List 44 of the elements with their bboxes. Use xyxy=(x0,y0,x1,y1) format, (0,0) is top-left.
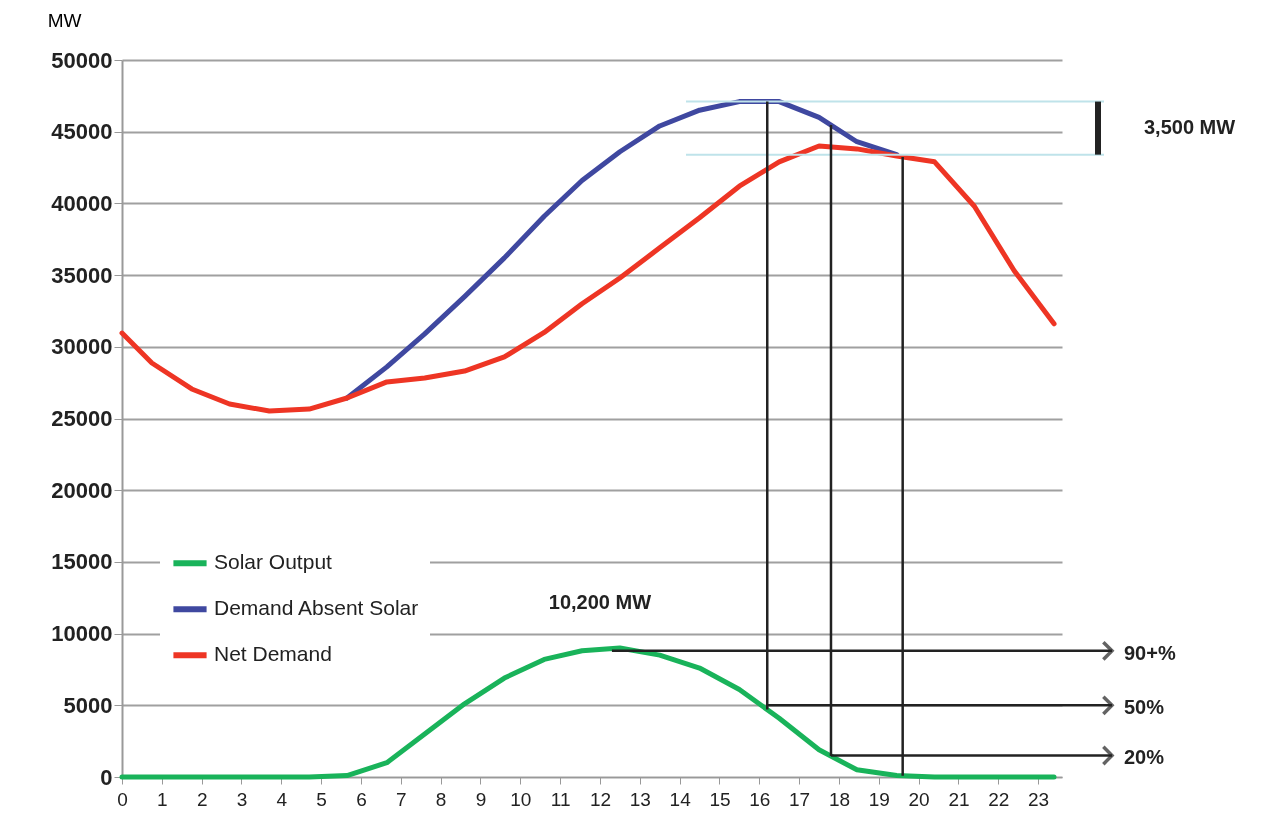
y-tick-label: 40000 xyxy=(51,190,113,216)
x-tick-label: 0 xyxy=(117,788,128,810)
x-tick-label: 1 xyxy=(157,788,168,810)
x-tick-label: 2 xyxy=(196,788,208,810)
x-tick-label: 15 xyxy=(709,788,731,810)
x-tick-label: 19 xyxy=(868,788,890,810)
x-tick-label: 16 xyxy=(749,788,771,810)
annotation: 20% xyxy=(1124,746,1165,769)
x-tick-label: 13 xyxy=(629,788,651,810)
y-tick-label: 15000 xyxy=(51,549,113,575)
annotation: 10,200 MW xyxy=(548,590,652,613)
y-tick-label: 0 xyxy=(100,764,113,790)
x-tick-label: 11 xyxy=(550,788,571,810)
y-tick-label: 50000 xyxy=(51,47,113,73)
x-tick-label: 6 xyxy=(356,788,367,810)
legend-label: Solar Output xyxy=(214,550,333,574)
ref-line-label: 3,500 MW xyxy=(1144,116,1236,139)
x-tick-label: 9 xyxy=(475,788,487,810)
y-tick-label: 10000 xyxy=(51,621,113,647)
x-tick-label: 21 xyxy=(948,788,970,810)
y-tick-label: 35000 xyxy=(51,262,113,288)
legend-label: Net Demand xyxy=(214,642,332,666)
annotation: 50% xyxy=(1124,696,1165,719)
x-tick-label: 23 xyxy=(1028,788,1050,810)
x-tick-label: 8 xyxy=(435,788,447,810)
annotation: 90+% xyxy=(1124,641,1176,664)
y-tick-label: 20000 xyxy=(51,477,113,503)
x-tick-label: 18 xyxy=(828,788,851,810)
x-tick-label: 5 xyxy=(316,788,327,810)
y-tick-label: 45000 xyxy=(51,119,113,145)
x-tick-label: 20 xyxy=(908,788,930,810)
y-tick-label: 25000 xyxy=(51,406,113,431)
x-tick-label: 4 xyxy=(276,788,288,810)
legend-label: Demand Absent Solar xyxy=(214,596,419,620)
x-tick-label: 14 xyxy=(669,788,692,810)
y-tick-label: 5000 xyxy=(63,692,113,718)
x-tick-label: 22 xyxy=(988,788,1010,810)
x-tick-label: 17 xyxy=(789,788,811,810)
x-tick-label: 7 xyxy=(396,788,407,810)
x-tick-label: 12 xyxy=(589,788,612,810)
x-tick-label: 10 xyxy=(510,788,532,810)
x-tick-label: 3 xyxy=(236,788,248,810)
y-axis-title: MW xyxy=(47,9,82,31)
y-tick-label: 30000 xyxy=(51,334,113,360)
